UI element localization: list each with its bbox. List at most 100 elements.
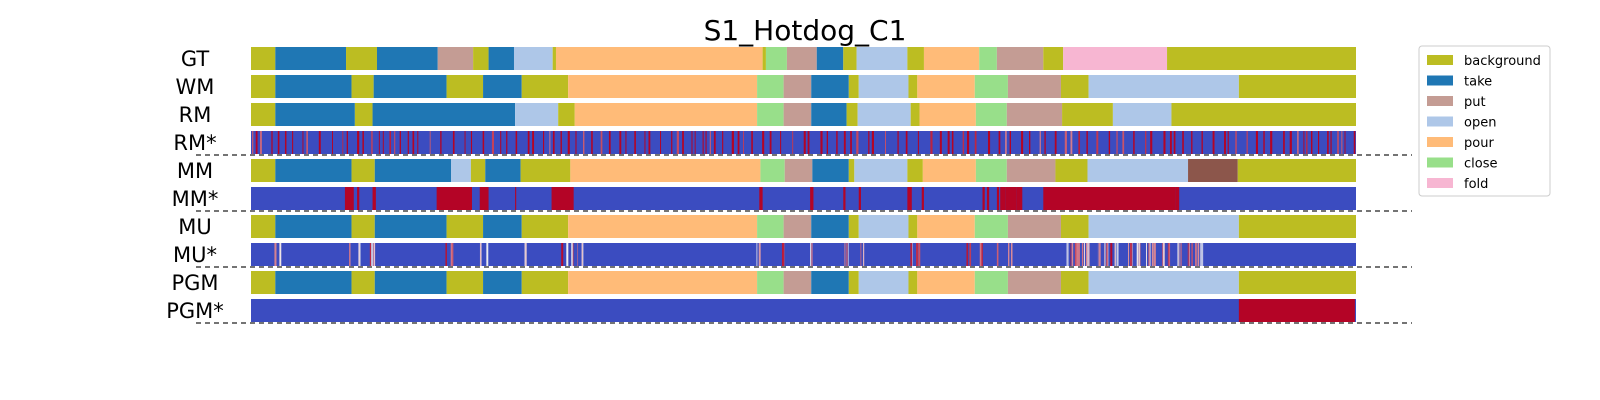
timeline-rows: GT WM RM RM* MM MM* MU MU* PGM PGM* — [166, 47, 1412, 324]
confidence-mark — [1122, 131, 1125, 154]
segment-background — [251, 215, 276, 238]
segment-background — [251, 75, 276, 98]
segment-open — [854, 159, 908, 182]
segment-background — [848, 215, 859, 238]
confidence-mark — [358, 243, 360, 266]
confidence-mark — [370, 243, 373, 266]
row-label: MU* — [173, 243, 217, 267]
segment-background — [446, 75, 484, 98]
confidence-mark — [479, 187, 489, 210]
confidence-mark — [394, 131, 396, 154]
row-label: MM* — [172, 187, 219, 211]
confidence-mark — [1070, 131, 1073, 154]
segment-take — [275, 47, 347, 70]
confidence-mark — [452, 131, 455, 154]
confidence-mark — [910, 243, 913, 266]
confidence-mark — [1337, 131, 1339, 154]
confidence-mark — [1139, 243, 1141, 266]
segment-put — [783, 271, 812, 294]
segment-pour — [555, 47, 763, 70]
segment-take — [372, 103, 516, 126]
confidence-mark — [524, 243, 527, 266]
segment-open — [1088, 75, 1239, 98]
segment-background — [907, 159, 923, 182]
confidence-mark — [344, 187, 354, 210]
confidence-mark — [843, 187, 846, 210]
confidence-mark — [1162, 243, 1165, 266]
confidence-mark — [762, 131, 765, 154]
confidence-mark — [271, 131, 273, 154]
confidence-mark — [1201, 243, 1203, 266]
confidence-mark — [1086, 131, 1088, 154]
confidence-base — [251, 299, 1356, 322]
confidence-mark — [1104, 243, 1106, 266]
segment-background — [521, 75, 569, 98]
segment-take — [811, 271, 849, 294]
segment-put — [1007, 215, 1061, 238]
segment-take — [373, 75, 447, 98]
segment-background — [1237, 159, 1356, 182]
segment-background — [910, 103, 920, 126]
confidence-mark — [781, 243, 784, 266]
segment-background — [351, 159, 375, 182]
confidence-mark — [1097, 243, 1099, 266]
confidence-mark — [1039, 131, 1041, 154]
confidence-mark — [709, 131, 711, 154]
segment-pour — [919, 103, 976, 126]
confidence-mark — [1318, 131, 1320, 154]
segment-background — [521, 215, 569, 238]
confidence-mark — [843, 131, 846, 154]
legend-label-fold: fold — [1464, 177, 1488, 192]
confidence-mark — [1066, 243, 1069, 266]
confidence-mark — [378, 131, 380, 154]
confidence-mark — [1084, 243, 1086, 266]
confidence-mark — [482, 131, 485, 154]
confidence-mark — [676, 131, 679, 154]
confidence-mark — [399, 131, 401, 154]
confidence-mark — [1177, 243, 1179, 266]
segment-pour — [917, 75, 975, 98]
confidence-mark — [1078, 243, 1080, 266]
confidence-mark — [407, 131, 409, 154]
legend-label-open: open — [1464, 116, 1496, 131]
confidence-mark — [591, 131, 593, 154]
confidence-mark — [807, 131, 810, 154]
confidence-mark — [1163, 131, 1166, 154]
confidence-mark — [1021, 131, 1024, 154]
segment-take — [816, 47, 844, 70]
confidence-mark — [660, 131, 662, 154]
confidence-mark — [1016, 187, 1023, 210]
segment-open — [857, 103, 911, 126]
confidence-mark — [1178, 243, 1180, 266]
legend-swatch-put — [1427, 96, 1453, 106]
row-label: RM* — [173, 131, 216, 155]
confidence-mark — [373, 243, 376, 266]
confidence-mark — [1182, 131, 1184, 154]
confidence-mark — [552, 131, 555, 154]
confidence-mark — [318, 131, 321, 154]
confidence-mark — [811, 243, 813, 266]
segment-close — [757, 271, 784, 294]
segment-pour — [570, 159, 761, 182]
confidence-mark — [694, 131, 696, 154]
confidence-mark — [491, 131, 495, 154]
confidence-mark — [1327, 131, 1329, 154]
confidence-mark — [1127, 243, 1129, 266]
segment-take — [483, 215, 522, 238]
confidence-mark — [863, 243, 865, 266]
confidence-mark — [974, 131, 977, 154]
confidence-mark — [758, 243, 761, 266]
confidence-mark — [470, 131, 473, 154]
confidence-base — [251, 187, 1356, 210]
confidence-mark — [969, 243, 972, 266]
segment-open — [451, 159, 471, 182]
legend-label-put: put — [1464, 95, 1486, 110]
segment-take — [275, 103, 355, 126]
segment-take — [374, 215, 447, 238]
confidence-mark — [625, 131, 627, 154]
segment-background — [846, 103, 858, 126]
confidence-mark — [836, 131, 838, 154]
segment-close — [757, 103, 784, 126]
segment-close — [979, 47, 997, 70]
